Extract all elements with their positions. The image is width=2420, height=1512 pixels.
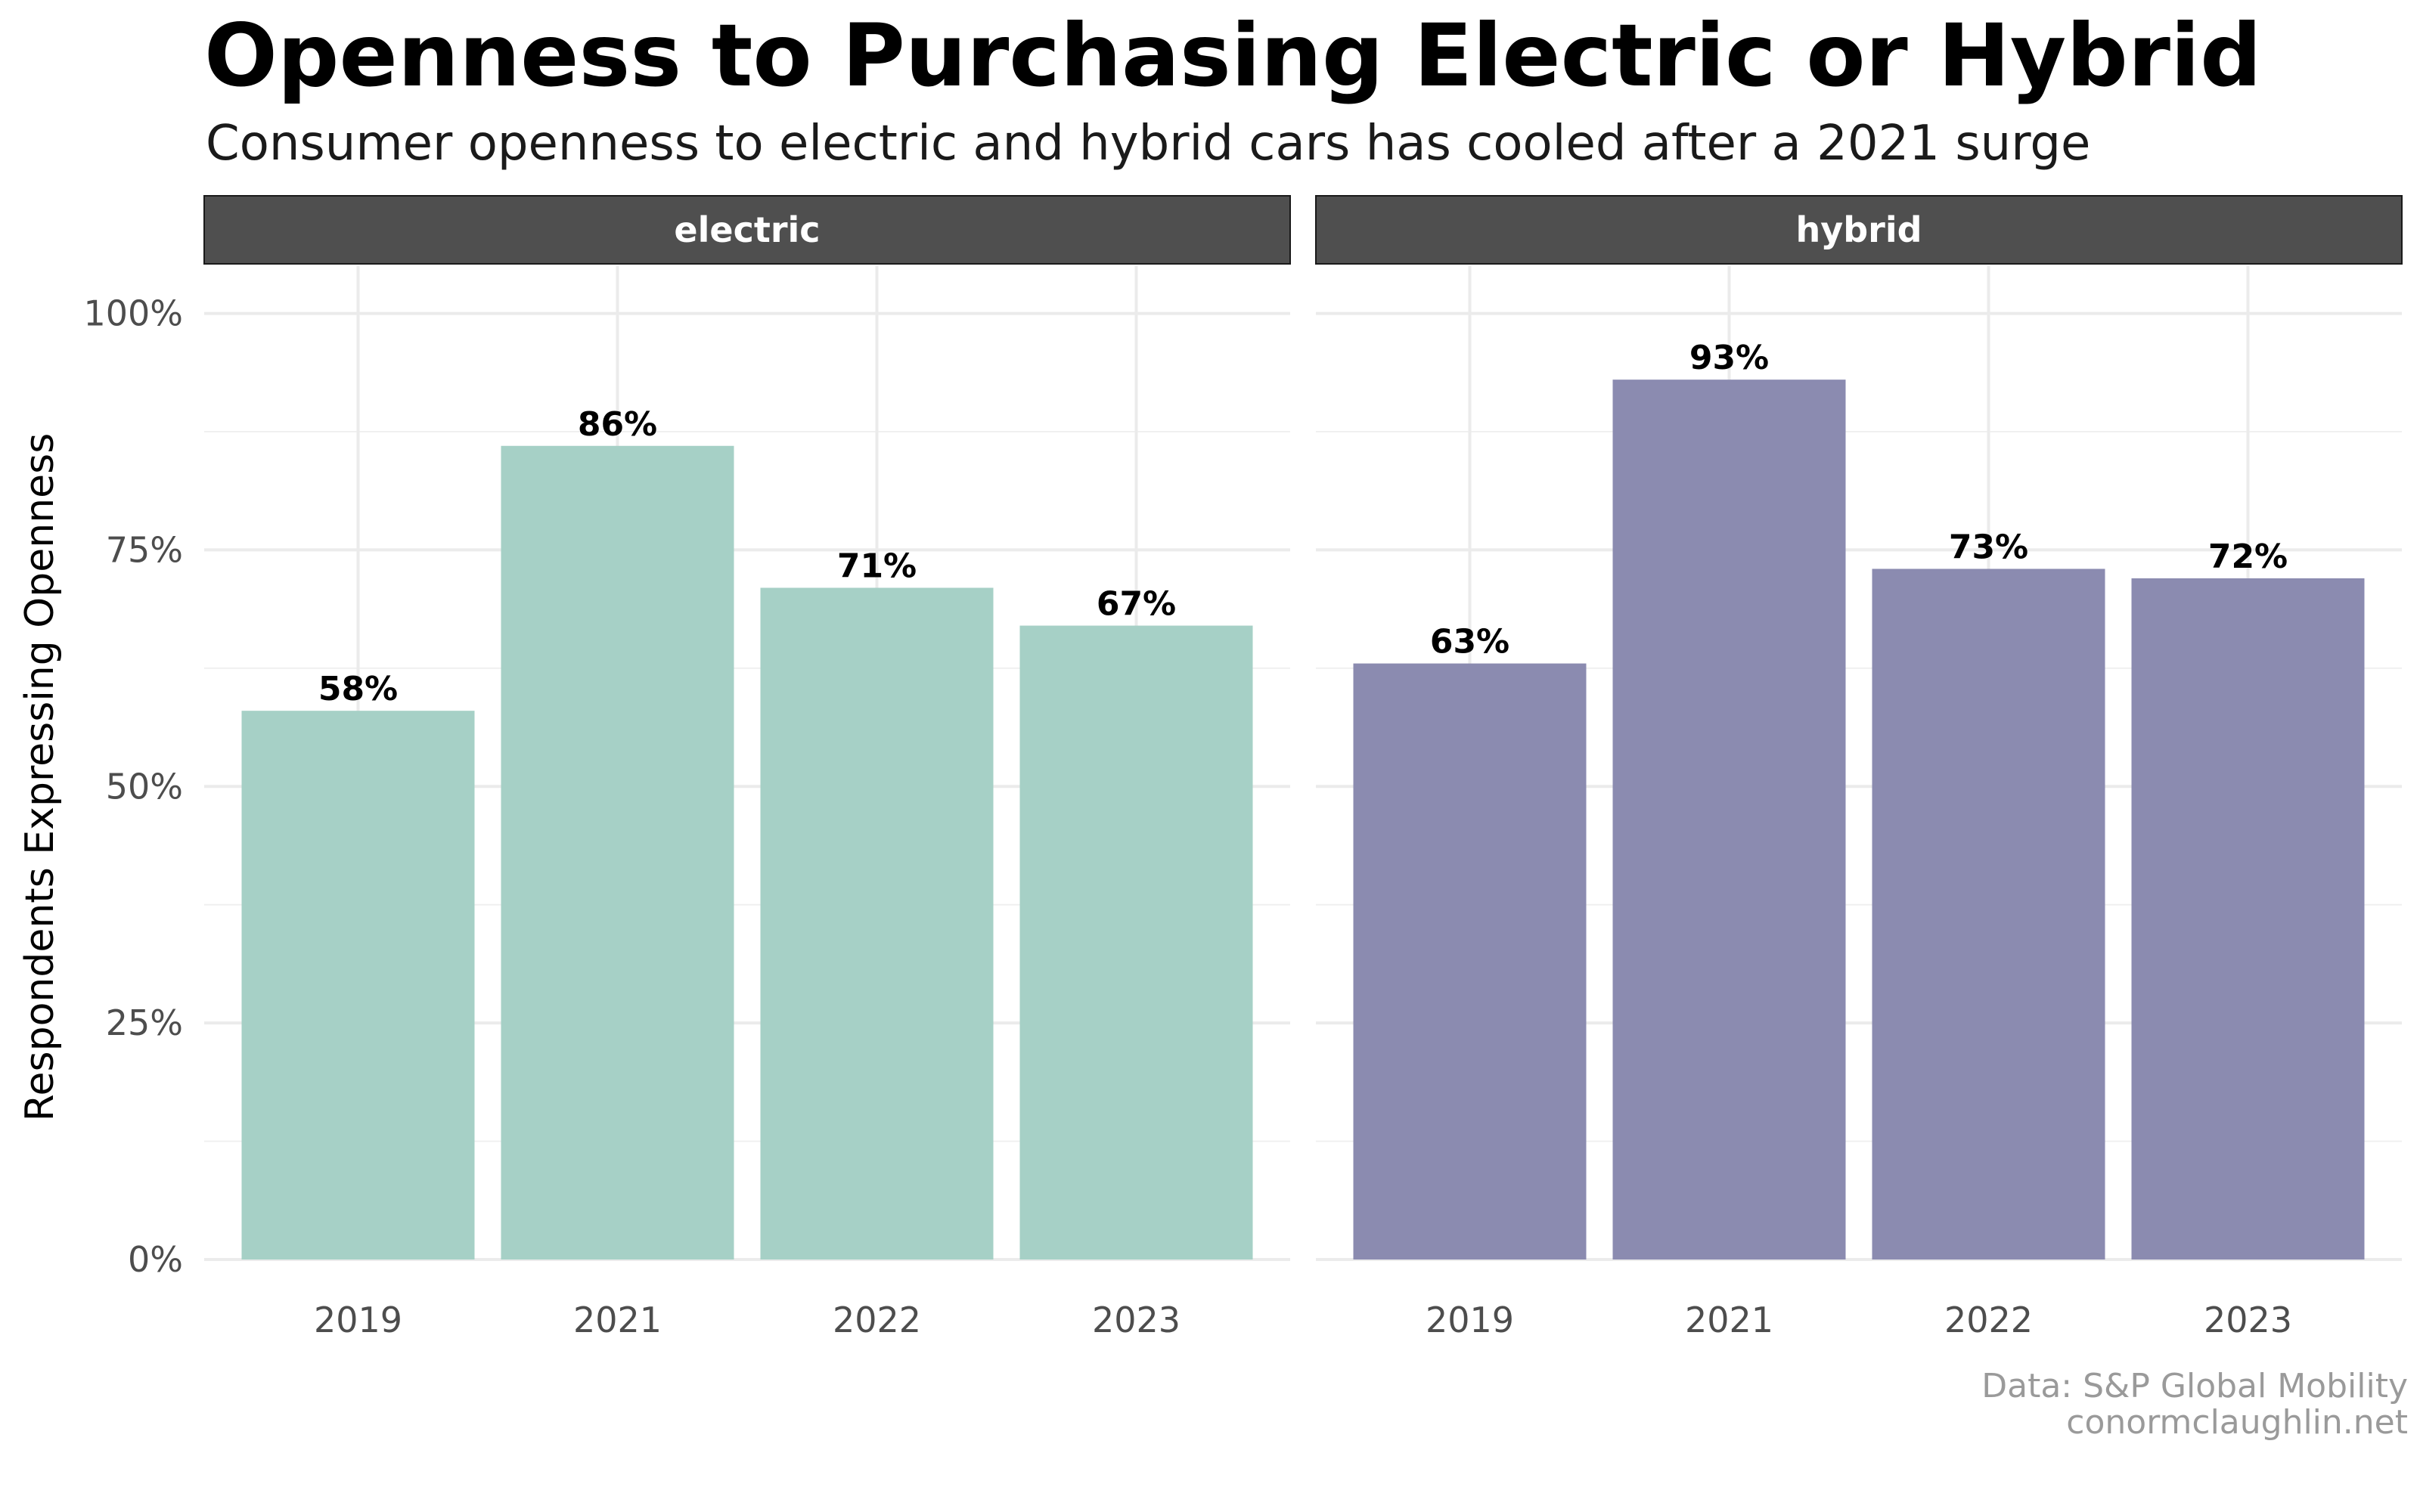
data-label-hybrid-2022: 73% <box>1949 528 2028 566</box>
bar-hybrid-2022 <box>1872 569 2105 1259</box>
y-tick-label: 25% <box>106 1002 183 1043</box>
data-label-electric-2022: 71% <box>837 547 917 585</box>
facet-strip-hybrid <box>1315 195 2403 265</box>
facet-strips: electric hybrid <box>203 195 2403 265</box>
facet-label-hybrid: hybrid <box>1795 209 1922 250</box>
chart-caption: Data: S&P Global Mobility conormclaughli… <box>1981 1368 2408 1442</box>
facet-strip-electric <box>203 195 1291 265</box>
caption-site: conormclaughlin.net <box>2066 1403 2408 1442</box>
x-tick-label-electric-2022: 2022 <box>833 1300 921 1340</box>
x-tick-label-hybrid-2022: 2022 <box>1944 1300 2033 1340</box>
x-tick-label-electric-2019: 2019 <box>314 1300 402 1340</box>
bar-electric-2022 <box>760 587 994 1259</box>
data-label-hybrid-2021: 93% <box>1689 339 1769 377</box>
y-tick-label: 100% <box>83 293 183 334</box>
x-tick-label-hybrid-2021: 2021 <box>1685 1300 1773 1340</box>
bar-hybrid-2019 <box>1353 663 1587 1259</box>
y-tick-label: 75% <box>106 529 183 570</box>
bar-hybrid-2021 <box>1612 380 1846 1260</box>
bars-layer <box>241 380 2365 1260</box>
bar-electric-2019 <box>241 711 475 1259</box>
caption-source: Data: S&P Global Mobility <box>1981 1367 2408 1405</box>
labels-layer: 58% 86% 71% 67% 63% 93% 73% 72% <box>318 339 2288 708</box>
data-label-hybrid-2023: 72% <box>2208 538 2288 576</box>
bar-electric-2023 <box>1019 625 1253 1259</box>
chart-title: Openness to Purchasing Electric or Hybri… <box>204 5 2262 106</box>
facet-label-electric: electric <box>674 209 820 250</box>
x-tick-label-electric-2023: 2023 <box>1092 1300 1181 1340</box>
x-tick-label-hybrid-2019: 2019 <box>1426 1300 1514 1340</box>
data-label-electric-2023: 67% <box>1097 585 1176 624</box>
bar-electric-2021 <box>501 445 734 1259</box>
bar-hybrid-2023 <box>2131 578 2365 1259</box>
x-tick-label-hybrid-2023: 2023 <box>2204 1300 2292 1340</box>
data-label-electric-2021: 86% <box>578 405 657 444</box>
axes-layer: 2019 2021 2022 2023 2019 2021 2022 2023 0% 25% 50%… <box>83 293 2292 1340</box>
y-tick-label: 0% <box>128 1239 183 1280</box>
y-tick-label: 50% <box>106 766 183 807</box>
chart-subtitle: Consumer openness to electric and hybrid… <box>206 116 2091 172</box>
data-label-electric-2019: 58% <box>318 670 398 708</box>
x-tick-label-electric-2021: 2021 <box>573 1300 662 1340</box>
data-label-hybrid-2019: 63% <box>1430 623 1509 662</box>
y-axis-title: Respondents Expressing Openness <box>17 433 63 1122</box>
